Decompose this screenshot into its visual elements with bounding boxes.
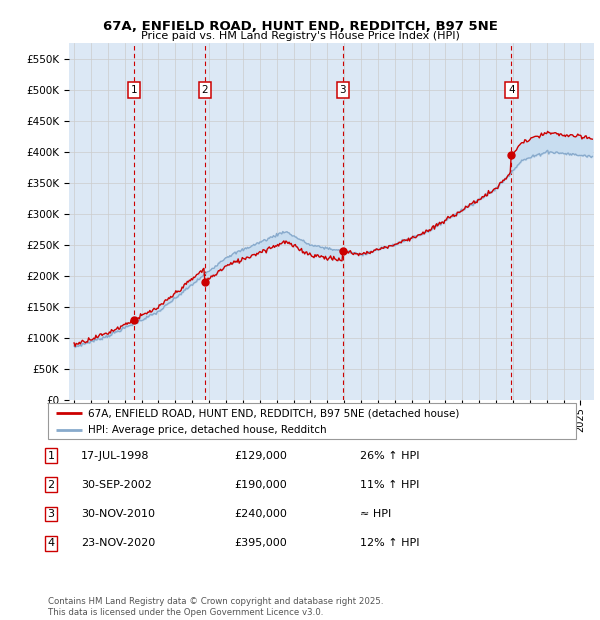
Text: 2: 2 (202, 85, 208, 95)
Text: 2: 2 (47, 480, 55, 490)
Text: 3: 3 (340, 85, 346, 95)
Text: £190,000: £190,000 (234, 480, 287, 490)
Text: Price paid vs. HM Land Registry's House Price Index (HPI): Price paid vs. HM Land Registry's House … (140, 31, 460, 41)
Text: Contains HM Land Registry data © Crown copyright and database right 2025.
This d: Contains HM Land Registry data © Crown c… (48, 598, 383, 617)
Text: 1: 1 (47, 451, 55, 461)
Text: 1: 1 (131, 85, 137, 95)
Text: 23-NOV-2020: 23-NOV-2020 (81, 538, 155, 548)
Text: 67A, ENFIELD ROAD, HUNT END, REDDITCH, B97 5NE: 67A, ENFIELD ROAD, HUNT END, REDDITCH, B… (103, 20, 497, 33)
Text: 11% ↑ HPI: 11% ↑ HPI (360, 480, 419, 490)
Text: HPI: Average price, detached house, Redditch: HPI: Average price, detached house, Redd… (88, 425, 326, 435)
Text: £240,000: £240,000 (234, 509, 287, 519)
Text: ≈ HPI: ≈ HPI (360, 509, 391, 519)
Text: 4: 4 (47, 538, 55, 548)
Text: £395,000: £395,000 (234, 538, 287, 548)
Text: 26% ↑ HPI: 26% ↑ HPI (360, 451, 419, 461)
Text: 4: 4 (508, 85, 515, 95)
FancyBboxPatch shape (48, 403, 576, 439)
Text: 12% ↑ HPI: 12% ↑ HPI (360, 538, 419, 548)
Text: 17-JUL-1998: 17-JUL-1998 (81, 451, 149, 461)
Text: 30-NOV-2010: 30-NOV-2010 (81, 509, 155, 519)
Text: 3: 3 (47, 509, 55, 519)
Text: 30-SEP-2002: 30-SEP-2002 (81, 480, 152, 490)
Text: 67A, ENFIELD ROAD, HUNT END, REDDITCH, B97 5NE (detached house): 67A, ENFIELD ROAD, HUNT END, REDDITCH, B… (88, 408, 459, 418)
Text: £129,000: £129,000 (234, 451, 287, 461)
